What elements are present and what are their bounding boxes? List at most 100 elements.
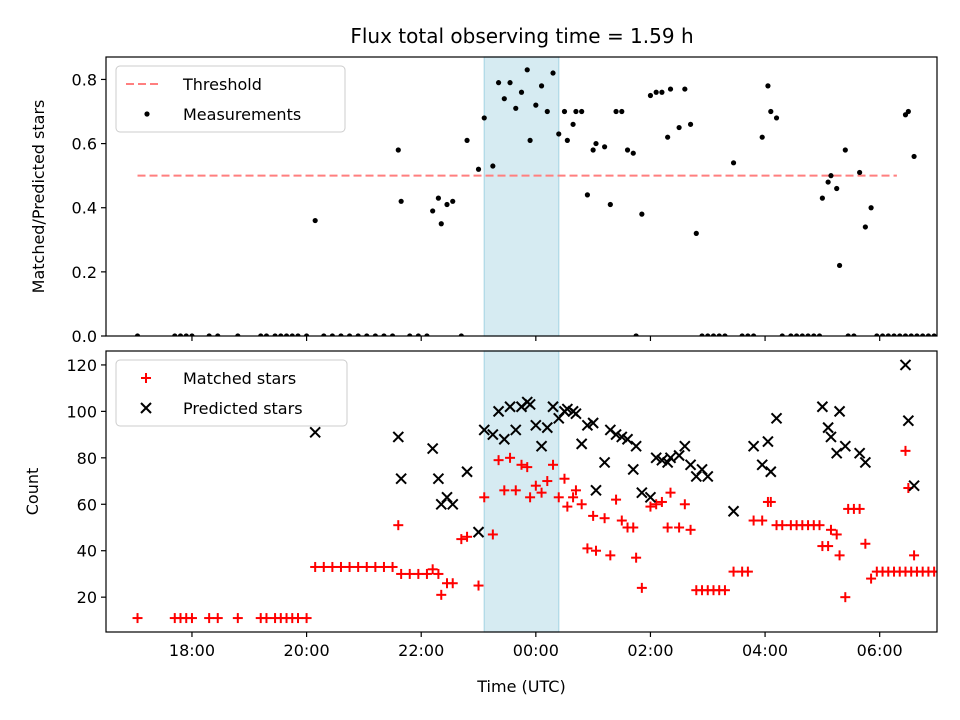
matched-star-point xyxy=(370,561,381,572)
measurement-point xyxy=(851,333,857,336)
chart-title: Flux total observing time = 1.59 h xyxy=(350,24,693,48)
predicted-star-stroke-b xyxy=(702,470,714,483)
predicted-star-point xyxy=(644,491,657,504)
measurement-point xyxy=(561,108,568,115)
measurement-point xyxy=(825,179,831,185)
x-tick-label: 06:00 xyxy=(857,641,903,660)
measurement-point xyxy=(395,147,401,153)
matched-star-point xyxy=(536,487,547,498)
predicted-star-stroke-b xyxy=(825,431,837,443)
measurement-point xyxy=(665,134,671,140)
matched-star-point xyxy=(396,568,407,579)
matched-star-point xyxy=(361,561,372,572)
predicted-star-point xyxy=(472,526,485,538)
predicted-star-stroke-b xyxy=(447,498,459,510)
predicted-star-point xyxy=(679,440,691,452)
measurement-point xyxy=(682,86,688,92)
measurement-point xyxy=(278,333,284,336)
matched-star-point xyxy=(834,550,845,561)
bottom-legend-box xyxy=(115,359,348,427)
measurement-point xyxy=(263,333,270,336)
matched-star-point xyxy=(462,531,473,542)
predicted-star-stroke-b xyxy=(853,447,866,459)
matched-star-point xyxy=(645,501,656,512)
bottom-data-layer xyxy=(132,359,937,624)
predicted-star-stroke-b xyxy=(426,442,439,455)
measurement-point xyxy=(845,333,851,336)
matched-star-point xyxy=(568,492,579,503)
matched-star-point xyxy=(436,589,447,600)
predicted-star-point xyxy=(478,424,490,436)
predicted-star-point xyxy=(621,433,634,445)
predicted-star-stroke-b xyxy=(432,473,445,485)
predicted-star-point xyxy=(816,401,829,413)
matched-star-point xyxy=(456,534,467,545)
measurement-point xyxy=(481,115,487,121)
matched-star-point xyxy=(854,503,865,514)
predicted-star-stroke-b xyxy=(899,359,912,371)
matched-star-point xyxy=(232,613,243,624)
matched-star-point xyxy=(674,522,685,533)
measurement-point xyxy=(602,144,608,150)
predicted-star-point xyxy=(673,449,685,462)
bottom-panel: 20 40 60 80 100 120 18:00 20:00 22:00 00:00 02:00 0… xyxy=(23,350,938,696)
matched-star-point xyxy=(765,496,776,507)
matched-star-point xyxy=(628,522,639,533)
measurement-point xyxy=(639,211,645,217)
predicted-star-point xyxy=(756,459,768,471)
predicted-star-point xyxy=(859,456,872,469)
predicted-star-point xyxy=(432,473,445,485)
predicted-star-stroke-b xyxy=(679,440,691,452)
predicted-star-stroke-b xyxy=(644,491,657,504)
measurement-point xyxy=(885,333,891,336)
measurement-point xyxy=(653,89,659,95)
predicted-star-stroke-b xyxy=(830,447,843,459)
predicted-star-point xyxy=(825,431,837,443)
measurement-point xyxy=(722,333,728,336)
measurement-point xyxy=(570,121,576,127)
predicted-star-point xyxy=(395,473,407,485)
predicted-star-stroke-b xyxy=(770,412,783,425)
matched-star-point xyxy=(261,613,272,624)
measurement-point xyxy=(573,108,579,115)
measurement-point xyxy=(430,208,436,214)
top-axes-frame xyxy=(105,56,938,337)
matched-star-point xyxy=(516,459,527,470)
predicted-star-stroke-b xyxy=(627,463,639,476)
predicted-star-point xyxy=(447,498,459,510)
measurement-point xyxy=(172,333,178,336)
bottom-y-tick-label: 40 xyxy=(77,542,97,561)
predicted-star-point xyxy=(770,412,783,425)
matched-star-point xyxy=(404,568,415,579)
predicted-star-stroke-b xyxy=(859,456,872,469)
measurement-point xyxy=(931,333,937,336)
matched-star-point xyxy=(656,496,667,507)
matched-star-point xyxy=(900,445,911,456)
measurement-point xyxy=(550,70,556,76)
measurement-point xyxy=(773,115,780,121)
measurement-point xyxy=(458,333,464,336)
measurement-point xyxy=(303,333,310,336)
matched-star-point xyxy=(757,515,768,526)
matched-star-point xyxy=(651,499,662,510)
predicted-star-stroke-b xyxy=(696,463,708,476)
measurement-point xyxy=(633,333,639,336)
measurement-point xyxy=(206,333,212,336)
legend-predicted-swatch-b xyxy=(140,402,152,414)
matched-star-point xyxy=(685,524,696,535)
measurement-point xyxy=(513,105,519,111)
measurement-point xyxy=(730,160,737,166)
legend-measurements-label: Measurements xyxy=(183,105,301,124)
matched-star-point xyxy=(479,492,490,503)
measurement-point xyxy=(879,333,886,336)
measurement-point xyxy=(538,83,545,89)
matched-star-point xyxy=(421,568,432,579)
measurement-point xyxy=(745,333,751,336)
measurement-point xyxy=(584,192,591,198)
predicted-star-stroke-b xyxy=(492,405,505,418)
bottom-y-tick-label: 20 xyxy=(77,588,97,607)
top-y-tick-label: 0.0 xyxy=(72,327,97,346)
predicted-star-stroke-b xyxy=(616,431,628,443)
measurement-point xyxy=(407,333,413,336)
